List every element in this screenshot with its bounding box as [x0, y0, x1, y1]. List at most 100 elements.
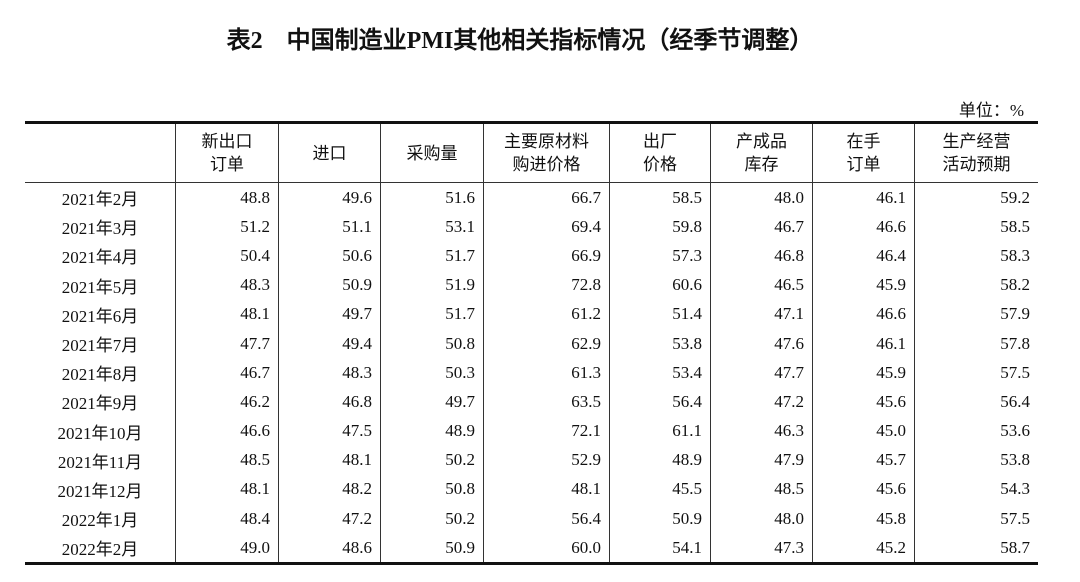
table-row: 2021年7月 47.7 49.4 50.8 62.9 53.8 47.6 46.1 57.8: [25, 328, 1038, 359]
value-cell: 57.8: [914, 328, 1038, 359]
value-cell: 48.9: [609, 445, 711, 475]
value-cell: 47.2: [710, 387, 813, 417]
value-cell: 46.6: [812, 299, 915, 329]
value-cell: 59.8: [609, 212, 711, 242]
value-cell: 61.1: [609, 416, 711, 446]
value-cell: 48.1: [175, 299, 279, 329]
value-cell: 63.5: [483, 387, 610, 417]
row-label: 2022年2月: [61, 540, 139, 560]
value-cell: 51.7: [380, 299, 484, 329]
value-cell: 51.1: [278, 212, 381, 242]
value-cell: 66.9: [483, 241, 610, 271]
value-cell: 45.6: [812, 474, 915, 505]
value-cell: 59.2: [914, 182, 1038, 213]
row-label: 2021年6月: [61, 306, 139, 326]
header-line: 库存: [744, 155, 779, 174]
header-cell: 在手 订单: [812, 122, 915, 183]
value-cell: 48.2: [278, 474, 381, 505]
value-cell: 50.2: [380, 504, 484, 534]
header-line: 活动预期: [942, 155, 1011, 174]
value-cell: 52.9: [483, 445, 610, 475]
value-cell: 47.9: [710, 445, 813, 475]
value-cell: 46.4: [812, 241, 915, 271]
value-cell: 47.7: [710, 358, 813, 388]
header-cell: 新出口 订单: [175, 122, 279, 183]
value-cell: 50.6: [278, 241, 381, 271]
header-cell: 出厂 价格: [609, 122, 711, 183]
value-cell: 47.2: [278, 504, 381, 534]
value-cell: 53.8: [609, 328, 711, 359]
value-cell: 48.3: [175, 270, 279, 300]
table-row: 2021年3月 51.2 51.1 53.1 69.4 59.8 46.7 46.6 58.5: [25, 212, 1038, 242]
header-line: 在手: [846, 132, 881, 151]
value-cell: 50.9: [278, 270, 381, 300]
table-row: 2021年12月 48.1 48.2 50.8 48.1 45.5 48.5 45.6 54.3: [25, 474, 1038, 505]
value-cell: 46.7: [710, 212, 813, 242]
header-cell: 生产经营 活动预期: [914, 122, 1038, 183]
title-text: 中国制造业PMI其他相关指标情况（经季节调整）: [286, 28, 814, 54]
table-row: 2021年2月 48.8 49.6 51.6 66.7 58.5 48.0 46.1 59.2: [25, 182, 1038, 213]
value-cell: 47.6: [710, 328, 813, 359]
table-row: 2021年9月 46.2 46.8 49.7 63.5 56.4 47.2 45.6 56.4: [25, 387, 1038, 417]
row-label: 2021年2月: [61, 190, 139, 210]
header-line: 订单: [210, 155, 244, 174]
value-cell: 50.9: [380, 533, 484, 564]
value-cell: 50.2: [380, 445, 484, 475]
value-cell: 57.5: [914, 504, 1038, 534]
header-cell: 主要原材料 购进价格: [483, 122, 610, 183]
header-line: 生产经营: [942, 132, 1011, 151]
header-line: 新出口: [201, 132, 253, 151]
value-cell: 48.1: [483, 474, 610, 505]
value-cell: 54.1: [609, 533, 711, 564]
value-cell: 48.1: [175, 474, 279, 505]
table-row: 2022年1月 48.4 47.2 50.2 56.4 50.9 48.0 45.8 57.5: [25, 504, 1038, 534]
header-line: 进口: [312, 143, 347, 163]
row-label: 2022年1月: [61, 511, 139, 531]
value-cell: 46.6: [175, 416, 279, 446]
value-cell: 45.7: [812, 445, 915, 475]
row-label: 2021年9月: [61, 394, 139, 414]
header-line: 出厂: [643, 132, 677, 151]
value-cell: 49.7: [380, 387, 484, 417]
value-cell: 49.0: [175, 533, 279, 564]
value-cell: 45.9: [812, 270, 915, 300]
header-cell: 进口: [278, 122, 381, 183]
value-cell: 50.3: [380, 358, 484, 388]
header-line: 购进价格: [512, 155, 581, 174]
title: 表2 中国制造业PMI其他相关指标情况（经季节调整）: [0, 20, 1040, 55]
table-row: 2021年6月 48.1 49.7 51.7 61.2 51.4 47.1 46.6 57.9: [25, 299, 1038, 329]
value-cell: 48.0: [710, 182, 813, 213]
value-cell: 51.7: [380, 241, 484, 271]
header-line: 采购量: [406, 143, 458, 163]
value-cell: 46.7: [175, 358, 279, 388]
header-row: 新出口 订单 进口 采购量 主要原材料 购进价格 出厂 价格 产成品 库存 在手 订单 生产经营 活动预期: [25, 122, 1038, 183]
value-cell: 51.4: [609, 299, 711, 329]
value-cell: 51.9: [380, 270, 484, 300]
value-cell: 47.5: [278, 416, 381, 446]
value-cell: 45.6: [812, 387, 915, 417]
value-cell: 48.6: [278, 533, 381, 564]
value-cell: 46.2: [175, 387, 279, 417]
header-line: 价格: [643, 155, 677, 174]
header-cell: 采购量: [380, 122, 484, 183]
table-body: 2021年2月 48.8 49.6 51.6 66.7 58.5 48.0 46.1 59.2 2…: [25, 182, 1038, 564]
table-row: 2021年11月 48.5 48.1 50.2 52.9 48.9 47.9 45.7 53.8: [25, 445, 1038, 475]
value-cell: 48.9: [380, 416, 484, 446]
value-cell: 57.3: [609, 241, 711, 271]
value-cell: 51.2: [175, 212, 279, 242]
value-cell: 46.6: [812, 212, 915, 242]
value-cell: 72.8: [483, 270, 610, 300]
row-label: 2021年5月: [61, 277, 139, 297]
value-cell: 60.6: [609, 270, 711, 300]
value-cell: 50.8: [380, 474, 484, 505]
value-cell: 45.8: [812, 504, 915, 534]
value-cell: 58.2: [914, 270, 1038, 300]
value-cell: 48.5: [175, 445, 279, 475]
value-cell: 61.2: [483, 299, 610, 329]
table-row: 2021年4月 50.4 50.6 51.7 66.9 57.3 46.8 46.4 58.3: [25, 241, 1038, 271]
unit-note: 单位：%: [958, 101, 1024, 120]
value-cell: 45.9: [812, 358, 915, 388]
value-cell: 46.5: [710, 270, 813, 300]
header-line: 产成品: [736, 132, 787, 151]
row-label: 2021年12月: [57, 481, 143, 501]
